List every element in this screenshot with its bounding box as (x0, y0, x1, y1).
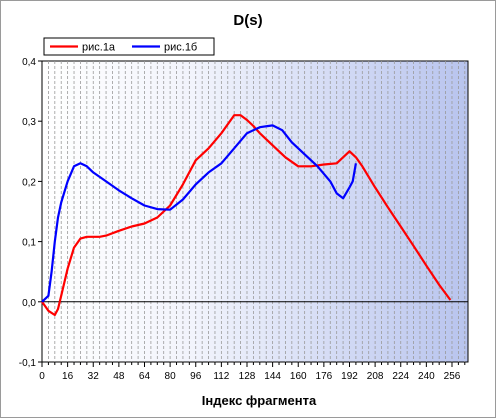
series-lines (41, 114, 452, 317)
chart-title: D(s) (233, 12, 262, 29)
y-tick-label: -0,1 (19, 358, 37, 369)
x-tick-label: 80 (165, 371, 177, 382)
x-tick-label: 96 (190, 371, 202, 382)
x-axis-label: Індекс фрагмента (202, 393, 317, 408)
x-tick-label: 176 (316, 371, 333, 382)
x-tick-label: 0 (39, 371, 45, 382)
x-tick-label: 144 (264, 371, 281, 382)
x-tick-label: 32 (88, 371, 100, 382)
x-tick-label: 128 (239, 371, 256, 382)
x-tick-label: 160 (290, 371, 307, 382)
x-tick-label: 48 (113, 371, 125, 382)
x-tick-label: 16 (62, 371, 74, 382)
x-tick-label: 64 (139, 371, 151, 382)
legend-label-2: рис.1б (164, 42, 197, 54)
y-tick-label: 0,0 (22, 298, 36, 309)
plot-area (41, 60, 469, 363)
vertical-grid (48, 61, 466, 362)
legend-label-1: рис.1а (82, 42, 116, 54)
x-tick-label: 208 (367, 371, 384, 382)
x-tick-label: 192 (341, 371, 358, 382)
x-tick-label: 240 (418, 371, 435, 382)
x-axis: 0 16 32 48 64 80 96 112 128 144 160 176 192 208 224 240… (39, 362, 466, 382)
y-tick-label: 0,1 (22, 238, 36, 249)
series-line-1 (41, 114, 452, 317)
y-axis: -0,1 0,0 0,1 0,2 0,3 0,4 (19, 57, 42, 369)
legend-box (43, 37, 215, 56)
y-tick-label: 0,2 (22, 177, 36, 188)
legend: рис.1а рис.1б (43, 37, 215, 56)
series-line-2 (41, 124, 357, 303)
x-tick-label: 112 (213, 371, 229, 382)
x-tick-label: 256 (444, 371, 461, 382)
y-tick-label: 0,3 (22, 117, 36, 128)
y-tick-label: 0,4 (22, 57, 36, 68)
x-tick-label: 224 (392, 371, 409, 382)
